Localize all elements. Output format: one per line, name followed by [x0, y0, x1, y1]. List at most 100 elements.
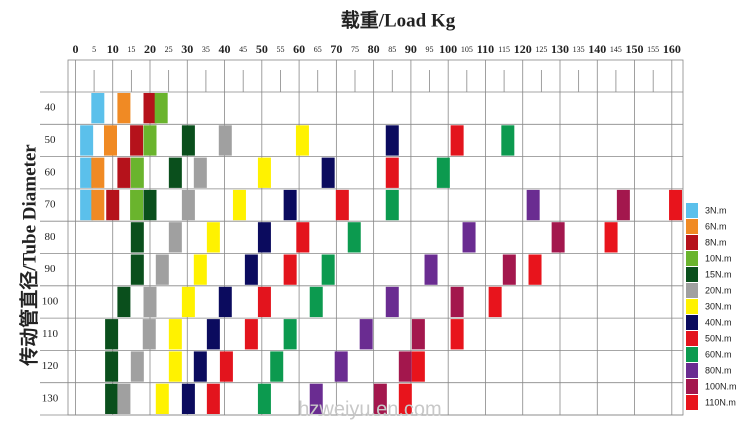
- load-block: [424, 254, 438, 285]
- load-block: [347, 222, 361, 253]
- load-block: [604, 222, 618, 253]
- load-block: [105, 319, 119, 350]
- x-tick-label: 25: [165, 45, 173, 54]
- load-block: [462, 222, 476, 253]
- load-block: [130, 254, 144, 285]
- load-block: [91, 93, 105, 124]
- x-tick-label: 0: [72, 42, 78, 56]
- x-tick-label: 40: [219, 42, 231, 56]
- legend-swatch: [686, 267, 698, 282]
- load-block: [206, 383, 220, 414]
- x-tick-label: 80: [368, 42, 380, 56]
- x-tick-label: 85: [388, 45, 396, 54]
- load-block: [168, 222, 182, 253]
- load-block: [181, 125, 195, 156]
- legend-label: 40N.m: [705, 317, 732, 327]
- load-block: [411, 351, 425, 382]
- load-block: [130, 351, 144, 382]
- load-block: [193, 254, 207, 285]
- load-block: [80, 189, 94, 221]
- load-block: [257, 286, 271, 318]
- load-block: [206, 319, 220, 350]
- load-block: [91, 189, 105, 221]
- load-block: [130, 157, 144, 188]
- x-tick-label: 90: [405, 42, 417, 56]
- legend-label: 10N.m: [705, 253, 732, 263]
- load-block: [257, 157, 271, 188]
- x-tick-label: 105: [461, 45, 473, 54]
- legend-label: 8N.m: [705, 237, 727, 247]
- load-block: [130, 125, 144, 156]
- load-block: [309, 383, 323, 414]
- legend-label: 100N.m: [705, 381, 737, 391]
- y-axis-title: 传动管直径/Tube Diameter: [17, 144, 40, 367]
- load-block: [335, 189, 349, 221]
- load-block: [244, 319, 258, 350]
- load-block: [385, 189, 399, 221]
- x-tick-label: 45: [239, 45, 247, 54]
- legend-swatch: [686, 235, 698, 250]
- legend-swatch: [686, 283, 698, 298]
- y-tick-label: 110: [42, 328, 59, 340]
- legend-swatch: [686, 299, 698, 314]
- load-block: [218, 125, 232, 156]
- legend-swatch: [686, 395, 698, 410]
- load-block: [117, 383, 131, 414]
- load-block: [385, 157, 399, 188]
- y-tick-label: 60: [45, 166, 57, 178]
- legend-swatch: [686, 363, 698, 378]
- load-block: [270, 351, 284, 382]
- x-tick-label: 140: [588, 42, 606, 56]
- x-tick-label: 125: [535, 45, 547, 54]
- load-block: [257, 383, 271, 414]
- y-tick-label: 130: [42, 392, 59, 404]
- watermark: hzweiyu.en.com: [298, 398, 441, 420]
- load-block: [669, 189, 683, 221]
- legend-label: 3N.m: [705, 205, 727, 215]
- load-block: [218, 286, 232, 318]
- x-tick-label: 155: [647, 45, 659, 54]
- legend-swatch: [686, 347, 698, 362]
- legend-swatch: [686, 315, 698, 330]
- load-block: [130, 189, 144, 221]
- x-tick-label: 130: [551, 42, 569, 56]
- legend-swatch: [686, 379, 698, 394]
- x-tick-label: 50: [256, 42, 268, 56]
- load-block: [321, 157, 335, 188]
- x-tick-label: 65: [314, 45, 322, 54]
- legend-swatch: [686, 331, 698, 346]
- x-tick-label: 15: [127, 45, 135, 54]
- legend-label: 15N.m: [705, 269, 732, 279]
- load-block: [283, 319, 297, 350]
- y-tick-label: 40: [45, 102, 57, 114]
- x-tick-label: 150: [626, 42, 644, 56]
- legend-swatch: [686, 219, 698, 234]
- chart-title: 载重/Load Kg: [341, 8, 456, 31]
- load-block: [450, 125, 464, 156]
- legend-label: 6N.m: [705, 221, 727, 231]
- load-block: [296, 222, 310, 253]
- load-block: [117, 93, 131, 124]
- load-block: [143, 286, 157, 318]
- load-block: [206, 222, 220, 253]
- load-block: [309, 286, 323, 318]
- load-block: [155, 383, 169, 414]
- load-block: [385, 125, 399, 156]
- x-tick-label: 160: [663, 42, 681, 56]
- x-tick-label: 110: [477, 42, 494, 56]
- load-block: [130, 222, 144, 253]
- x-tick-label: 10: [107, 42, 119, 56]
- load-block: [528, 254, 542, 285]
- legend-label: 80N.m: [705, 365, 732, 375]
- load-block: [616, 189, 630, 221]
- load-block: [385, 286, 399, 318]
- y-tick-label: 90: [45, 263, 57, 275]
- load-block: [232, 189, 246, 221]
- y-tick-label: 100: [42, 295, 59, 307]
- load-block: [181, 189, 195, 221]
- load-block: [193, 157, 207, 188]
- y-tick-label: 70: [45, 199, 57, 211]
- load-block: [398, 351, 412, 382]
- load-block: [450, 319, 464, 350]
- legend-label: 60N.m: [705, 349, 732, 359]
